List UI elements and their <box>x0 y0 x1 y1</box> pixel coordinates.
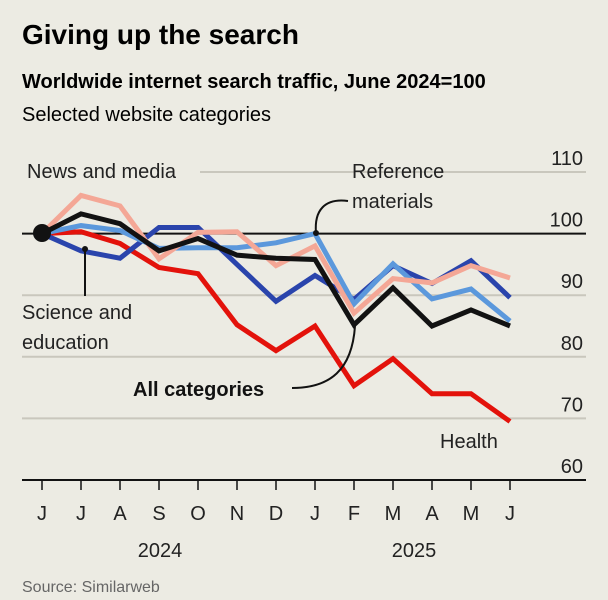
reference-leader-dot <box>313 230 319 236</box>
x-tick-label: J <box>76 503 86 525</box>
chart-title: Giving up the search <box>22 19 299 50</box>
label-all-categories: All categories <box>133 379 264 401</box>
x-tick-label: D <box>269 503 283 525</box>
science-leader-dot <box>82 246 88 252</box>
source-note: Source: Similarweb <box>22 579 160 596</box>
chart-note: Selected website categories <box>22 104 271 126</box>
label-science-line2: education <box>22 332 109 354</box>
x-tick-label: A <box>425 503 439 525</box>
y-tick-label: 100 <box>550 210 583 232</box>
series-line-news-and-media <box>40 192 511 317</box>
series-lines <box>40 192 512 424</box>
x-tick-label: A <box>113 503 127 525</box>
y-tick-label: 60 <box>561 456 583 478</box>
label-health: Health <box>440 431 498 453</box>
label-news-and-media: News and media <box>27 161 177 183</box>
x-tick-label: N <box>230 503 244 525</box>
year-label-2025: 2025 <box>392 540 437 562</box>
series-line-all-categories <box>40 211 511 329</box>
year-label-2024: 2024 <box>138 540 183 562</box>
grid: 60 70 80 90 100 110 <box>22 148 586 478</box>
x-tick-label: F <box>348 503 360 525</box>
annotations: News and media Reference materials Scien… <box>22 161 498 453</box>
label-reference-line2: materials <box>352 191 433 213</box>
x-tick-label: J <box>310 503 320 525</box>
x-tick-label: J <box>37 503 47 525</box>
x-axis: J J A S O N D J F M A M J 2024 2025 <box>22 479 586 562</box>
reference-leader <box>314 199 349 234</box>
x-tick-label: S <box>152 503 165 525</box>
x-tick-label: M <box>463 503 480 525</box>
chart-subtitle: Worldwide internet search traffic, June … <box>22 71 486 93</box>
y-tick-label: 80 <box>561 333 583 355</box>
series-line-reference-materials <box>41 223 512 324</box>
series-line-health <box>41 229 512 424</box>
y-tick-label: 90 <box>561 271 583 293</box>
x-tick-label: J <box>505 503 515 525</box>
x-tick-label: M <box>385 503 402 525</box>
y-tick-label: 110 <box>551 148 583 170</box>
all-categories-leader <box>291 325 356 389</box>
label-reference-line1: Reference <box>352 161 444 183</box>
base-point-marker <box>33 224 51 242</box>
y-tick-label: 70 <box>561 394 583 416</box>
label-science-line1: Science and <box>22 302 132 324</box>
x-tick-label: O <box>190 503 206 525</box>
